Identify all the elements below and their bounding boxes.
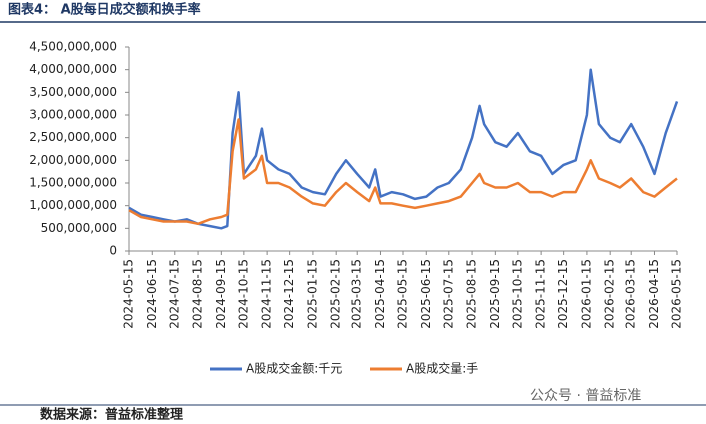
y-tick-label: 3,500,000,000 [29, 85, 117, 99]
x-tick-label: 2025-09-15 [488, 259, 502, 329]
x-tick-label: 2024-05-15 [122, 259, 136, 329]
x-tick-label: 2025-03-15 [350, 259, 364, 329]
legend-label: A股成交金额:千元 [246, 361, 342, 376]
x-tick-label: 2025-02-15 [329, 259, 343, 329]
series-line [128, 118, 678, 226]
x-tick-label: 2024-06-15 [145, 259, 159, 329]
legend-label: A股成交量:手 [406, 361, 478, 376]
y-tick-label: 4,000,000,000 [29, 62, 117, 76]
source: 数据来源：普益标准整理 [40, 407, 183, 423]
x-tick-label: 2025-04-15 [373, 259, 387, 329]
y-tick-label: 0 [109, 244, 117, 258]
x-tick-label: 2026-05-15 [670, 259, 684, 329]
y-tick-label: 2,500,000,000 [29, 130, 117, 144]
x-tick-label: 2024-11-15 [260, 259, 274, 329]
series-line [128, 68, 679, 230]
x-tick-label: 2026-02-15 [603, 259, 617, 329]
x-tick-label: 2025-05-15 [396, 259, 410, 329]
x-tick-label: 2025-07-15 [441, 259, 455, 329]
x-tick-label: 2024-08-15 [191, 259, 205, 329]
y-tick-label: 1,500,000,000 [29, 176, 117, 190]
x-tick-label: 2024-12-15 [282, 259, 296, 329]
x-tick-label: 2025-12-15 [556, 259, 570, 329]
y-tick-label: 500,000,000 [41, 221, 117, 235]
y-tick-label: 4,500,000,000 [29, 40, 117, 54]
x-tick-label: 2025-10-15 [510, 259, 524, 329]
x-tick-label: 2026-01-15 [579, 259, 593, 329]
x-tick-label: 2025-11-15 [534, 259, 548, 329]
y-tick-label: 1,000,000,000 [29, 198, 117, 212]
x-tick-label: 2026-03-15 [624, 259, 638, 329]
x-tick-label: 2024-09-15 [214, 259, 228, 329]
x-tick-label: 2024-10-15 [236, 259, 250, 329]
x-tick-label: 2025-06-15 [419, 259, 433, 329]
y-tick-label: 2,000,000,000 [29, 153, 117, 167]
x-tick-label: 2024-07-15 [167, 259, 181, 329]
watermark: 公众号 · 普益标准 [530, 388, 641, 404]
x-tick-label: 2026-04-15 [647, 259, 661, 329]
chart-title: 图表4： A股每日成交额和换手率 [8, 2, 201, 18]
x-tick-label: 2025-01-15 [305, 259, 319, 329]
x-tick-label: 2025-08-15 [465, 259, 479, 329]
y-tick-label: 3,000,000,000 [29, 108, 117, 122]
